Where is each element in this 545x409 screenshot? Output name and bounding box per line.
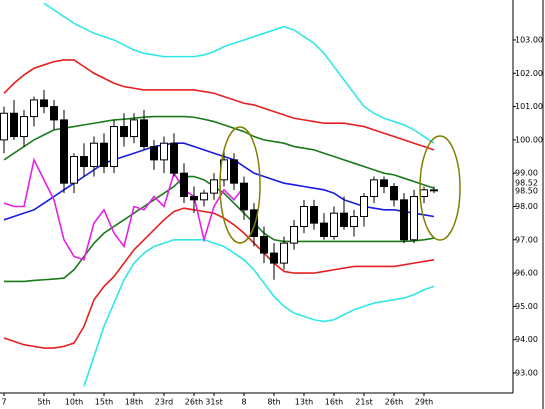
candle-body <box>80 156 88 168</box>
candle-body <box>350 215 358 227</box>
highlight-ellipse <box>219 126 261 244</box>
candle-body <box>0 112 8 141</box>
y-tick-label: 100.00 <box>515 135 543 144</box>
candle-body <box>410 196 418 241</box>
candle-body <box>100 142 108 168</box>
candle-body <box>130 119 138 138</box>
candle-body <box>400 199 408 241</box>
candle-body <box>260 235 268 254</box>
band-line <box>4 175 435 283</box>
band-line <box>3 115 435 189</box>
y-tick-label: 98.00 <box>515 202 538 211</box>
candle-body <box>30 99 38 118</box>
candle-body <box>360 196 368 217</box>
candle-body <box>50 106 58 121</box>
candle-body <box>110 126 118 168</box>
x-tick-label: 21st <box>355 398 372 407</box>
y-tick-label: 102.00 <box>515 69 543 78</box>
candle-body <box>210 179 218 194</box>
x-tick-label: 8th <box>267 398 280 407</box>
candle-body <box>270 252 278 264</box>
band-line <box>83 238 435 387</box>
candle-body <box>340 212 348 227</box>
y-tick-label: 94.00 <box>515 335 538 344</box>
candle-body <box>90 142 98 168</box>
candle-body <box>330 212 338 237</box>
candle-body <box>430 189 438 192</box>
candle-body <box>180 172 188 198</box>
x-tick-label: 15th <box>95 398 113 407</box>
plot-area <box>0 2 438 387</box>
x-tick-label: 26th <box>185 398 203 407</box>
candle-body <box>60 119 68 184</box>
y-tick-label: 97.00 <box>515 235 538 244</box>
candle-body <box>250 209 258 237</box>
candle-body <box>280 242 288 264</box>
x-tick-label: 5th <box>37 398 50 407</box>
candle-body <box>320 222 328 237</box>
x-tick-label: 13th <box>295 398 313 407</box>
candle-body <box>290 225 298 244</box>
candle-body <box>170 142 178 174</box>
price-label: 98.52 <box>515 179 538 188</box>
candle-body <box>140 119 148 148</box>
candle-body <box>160 142 168 161</box>
candle-body <box>190 196 198 201</box>
x-tick-label: 18th <box>125 398 143 407</box>
candle-body <box>120 126 128 138</box>
candle-body <box>230 159 238 184</box>
candle-body <box>240 182 248 211</box>
candle-body <box>300 205 308 227</box>
y-tick-label: 95.00 <box>515 302 538 311</box>
x-tick-label: 10th <box>65 398 83 407</box>
candle-body <box>310 205 318 224</box>
candle-body <box>420 189 428 198</box>
candle-body <box>390 186 398 201</box>
x-tick-label: 16th <box>325 398 343 407</box>
candle-body <box>70 156 78 184</box>
x-tick-label: 8 <box>241 398 246 407</box>
candle-body <box>200 192 208 201</box>
x-tick-label: 26th <box>385 398 403 407</box>
y-tick-label: 99.00 <box>515 169 538 178</box>
x-tick-label: 7 <box>1 398 6 407</box>
band-line <box>43 2 435 144</box>
candle-body <box>150 146 158 161</box>
candle-body <box>370 179 378 197</box>
candle-body <box>380 179 388 188</box>
x-tick-label: 23rd <box>155 398 173 407</box>
x-tick-label: 29th <box>415 398 433 407</box>
x-tick-label: 31st <box>205 398 222 407</box>
y-tick-label: 101.00 <box>515 102 543 111</box>
candle-body <box>40 99 48 108</box>
candle-body <box>10 112 18 138</box>
band-line <box>3 157 245 261</box>
y-tick-label: 93.00 <box>515 369 538 378</box>
band-line <box>3 207 435 349</box>
candle-body <box>20 116 28 138</box>
highlight-ellipse <box>419 135 461 241</box>
band-line <box>3 59 435 151</box>
y-tick-label: 96.00 <box>515 269 538 278</box>
y-tick-label: 103.00 <box>515 35 543 44</box>
price-label: 98.50 <box>515 186 538 195</box>
